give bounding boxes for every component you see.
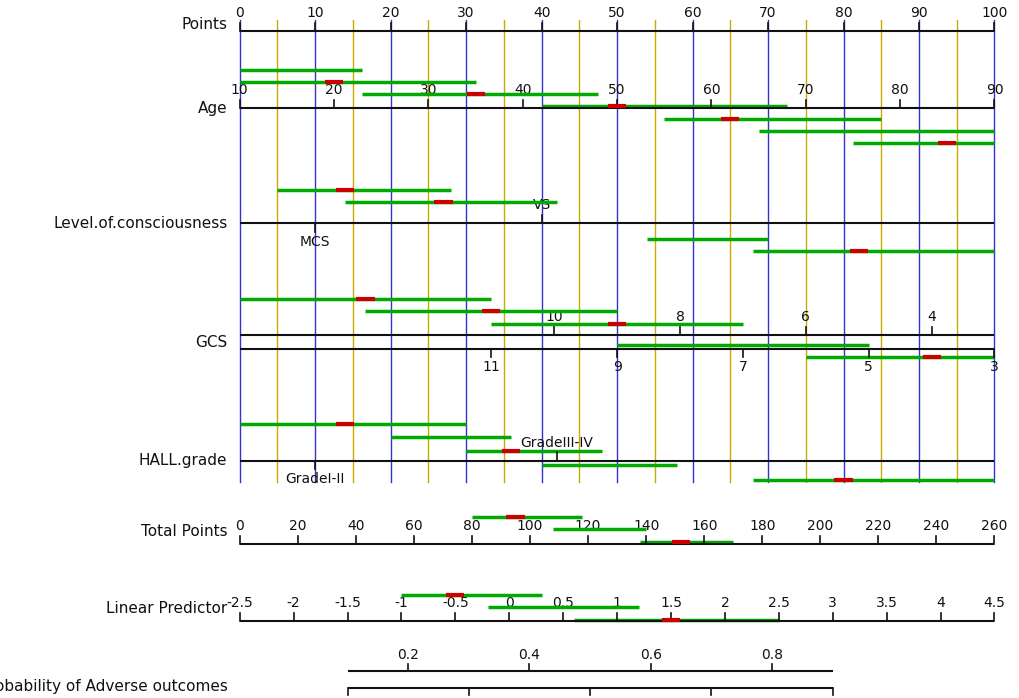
Text: 3: 3 (989, 360, 998, 374)
Text: 0.7: 0.7 (700, 697, 721, 698)
Text: Points: Points (181, 17, 227, 32)
Text: 0.6: 0.6 (639, 648, 661, 662)
Text: 30: 30 (457, 6, 475, 20)
Text: 11: 11 (482, 360, 499, 374)
Text: 70: 70 (758, 6, 776, 20)
Text: 6: 6 (801, 310, 809, 324)
Text: 1: 1 (612, 596, 621, 610)
Text: 0.4: 0.4 (518, 648, 540, 662)
Text: 4.5: 4.5 (982, 596, 1005, 610)
Text: 180: 180 (748, 519, 774, 533)
Text: 80: 80 (891, 83, 908, 97)
Text: 60: 60 (405, 519, 422, 533)
Text: 2: 2 (719, 596, 729, 610)
Text: 90: 90 (984, 83, 1003, 97)
Text: 140: 140 (633, 519, 658, 533)
Text: 1.5: 1.5 (659, 596, 682, 610)
Text: 0.9: 0.9 (821, 697, 843, 698)
Text: 7: 7 (738, 360, 747, 374)
Text: 0.1: 0.1 (336, 697, 358, 698)
Text: 220: 220 (864, 519, 891, 533)
Text: 4: 4 (935, 596, 944, 610)
Text: 0: 0 (235, 519, 244, 533)
Text: 0.3: 0.3 (458, 697, 479, 698)
Text: GCS: GCS (195, 334, 227, 350)
Text: VS: VS (532, 198, 550, 212)
Text: 100: 100 (980, 6, 1007, 20)
Text: 80: 80 (463, 519, 480, 533)
Text: 0.5: 0.5 (579, 697, 600, 698)
Text: Age: Age (198, 101, 227, 116)
Text: Linear Predictor: Linear Predictor (106, 601, 227, 616)
Text: -2.5: -2.5 (226, 596, 253, 610)
Text: -1: -1 (394, 596, 408, 610)
Text: 200: 200 (806, 519, 833, 533)
Text: 50: 50 (607, 83, 626, 97)
Text: HALL.grade: HALL.grade (139, 453, 227, 468)
Text: 0: 0 (504, 596, 514, 610)
Text: Total Points: Total Points (141, 524, 227, 540)
Text: 5: 5 (863, 360, 872, 374)
Text: 90: 90 (909, 6, 927, 20)
Text: 9: 9 (612, 360, 621, 374)
Text: 40: 40 (514, 83, 531, 97)
Text: 3: 3 (827, 596, 837, 610)
Text: 60: 60 (702, 83, 719, 97)
Text: 120: 120 (575, 519, 600, 533)
Text: 10: 10 (230, 83, 249, 97)
Text: 10: 10 (545, 310, 562, 324)
Text: 0.8: 0.8 (760, 648, 783, 662)
Text: 20: 20 (288, 519, 307, 533)
Text: 10: 10 (306, 6, 324, 20)
Text: 3.5: 3.5 (875, 596, 897, 610)
Text: 4: 4 (926, 310, 935, 324)
Text: 0: 0 (235, 6, 244, 20)
Text: 240: 240 (922, 519, 949, 533)
Text: 40: 40 (532, 6, 550, 20)
Text: 40: 40 (346, 519, 364, 533)
Text: 100: 100 (517, 519, 543, 533)
Text: 160: 160 (690, 519, 716, 533)
Text: 30: 30 (419, 83, 437, 97)
Text: 0.5: 0.5 (551, 596, 574, 610)
Text: 20: 20 (381, 6, 399, 20)
Text: -1.5: -1.5 (334, 596, 361, 610)
Text: -0.5: -0.5 (441, 596, 469, 610)
Text: Probability of Adverse outcomes: Probability of Adverse outcomes (0, 679, 227, 694)
Text: 8: 8 (675, 310, 684, 324)
Text: 80: 80 (834, 6, 852, 20)
Text: 20: 20 (325, 83, 342, 97)
Text: 70: 70 (796, 83, 814, 97)
Text: 260: 260 (980, 519, 1007, 533)
Text: 0.2: 0.2 (396, 648, 419, 662)
Text: GradeIII-IV: GradeIII-IV (520, 436, 593, 450)
Text: MCS: MCS (300, 235, 330, 248)
Text: GradeI-II: GradeI-II (285, 472, 344, 486)
Text: 2.5: 2.5 (767, 596, 789, 610)
Text: 50: 50 (607, 6, 626, 20)
Text: -2: -2 (286, 596, 301, 610)
Text: 60: 60 (683, 6, 701, 20)
Text: Level.of.consciousness: Level.of.consciousness (53, 216, 227, 231)
